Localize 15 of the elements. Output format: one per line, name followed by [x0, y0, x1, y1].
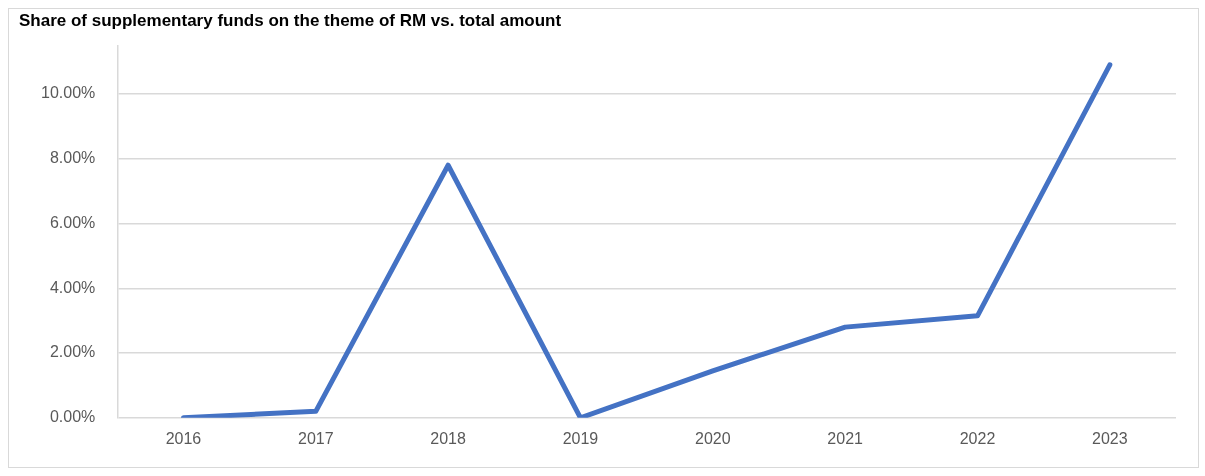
y-tick-label: 10.00%	[41, 84, 96, 102]
x-tick-label: 2017	[297, 429, 334, 447]
y-tick-label: 2.00%	[49, 343, 96, 361]
y-tick-label: 6.00%	[49, 213, 96, 231]
chart-title: Share of supplementary funds on the theme of RM vs. total amount	[19, 10, 562, 30]
x-tick-label: 2022	[959, 429, 996, 447]
y-tick-label: 0.00%	[49, 408, 96, 426]
x-tick-label: 2020	[695, 429, 731, 447]
y-tick-label: 4.00%	[49, 278, 96, 296]
x-tick-label: 2023	[1092, 429, 1128, 447]
x-tick-label: 2021	[827, 429, 864, 447]
x-tick-label: 2019	[562, 429, 599, 447]
x-tick-label: 2016	[165, 429, 202, 447]
x-tick-label: 2018	[430, 429, 467, 447]
y-tick-label: 8.00%	[49, 149, 96, 167]
